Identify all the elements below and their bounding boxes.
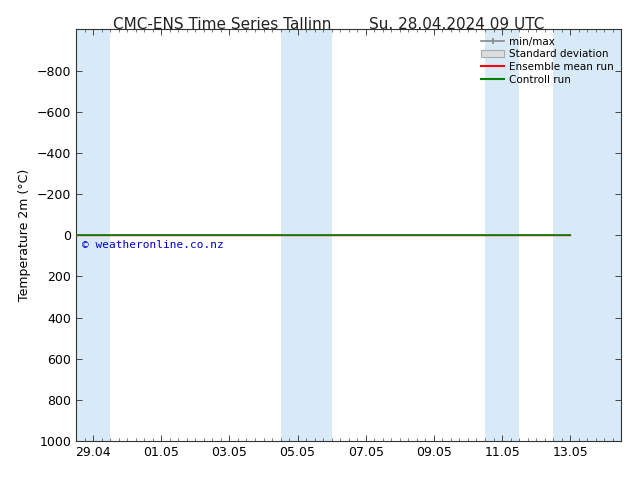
Y-axis label: Temperature 2m (°C): Temperature 2m (°C) — [18, 169, 31, 301]
Text: © weatheronline.co.nz: © weatheronline.co.nz — [82, 241, 223, 250]
Text: Su. 28.04.2024 09 UTC: Su. 28.04.2024 09 UTC — [369, 17, 544, 32]
Legend: min/max, Standard deviation, Ensemble mean run, Controll run: min/max, Standard deviation, Ensemble me… — [477, 32, 618, 89]
Bar — [314, 29, 332, 441]
Bar — [280, 29, 314, 441]
Bar — [76, 29, 110, 441]
Bar — [485, 29, 519, 441]
Text: CMC-ENS Time Series Tallinn: CMC-ENS Time Series Tallinn — [113, 17, 331, 32]
Bar — [553, 29, 621, 441]
